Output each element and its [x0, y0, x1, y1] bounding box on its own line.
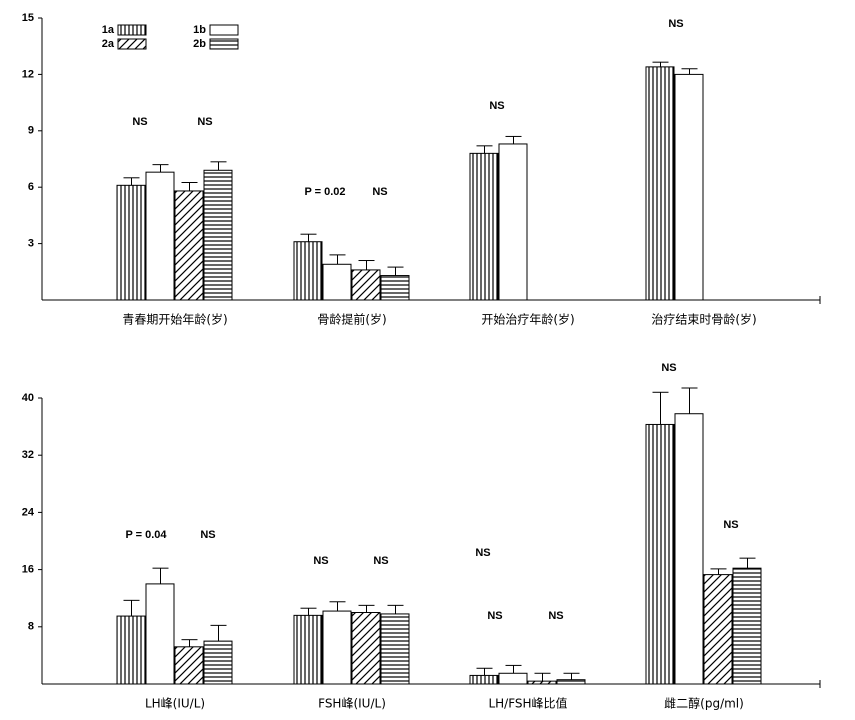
legend-label: 2b	[193, 38, 206, 50]
bar	[203, 169, 233, 301]
x-tick-label: FSH峰(IU/L)	[318, 697, 386, 711]
bar	[469, 674, 499, 685]
annotation: NS	[200, 529, 215, 541]
bar	[145, 171, 175, 301]
x-tick-label: 开始治疗年龄(岁)	[481, 312, 574, 327]
annotation: NS	[132, 116, 147, 128]
bar	[674, 73, 704, 301]
bar	[351, 612, 381, 685]
bar	[498, 672, 528, 685]
y-tick-label: 3	[28, 238, 34, 250]
y-tick-label: 40	[22, 392, 34, 404]
x-tick-label: 青春期开始年龄(岁)	[122, 312, 227, 327]
y-tick-label: 16	[22, 564, 34, 576]
bar	[203, 640, 233, 685]
bar	[145, 583, 175, 685]
bar	[351, 269, 381, 301]
bar	[527, 680, 557, 685]
annotation: NS	[723, 519, 738, 531]
bar	[380, 275, 410, 301]
bar	[645, 423, 675, 685]
bar	[293, 614, 323, 685]
annotation: NS	[487, 610, 502, 622]
annotation: NS	[489, 100, 504, 112]
y-tick-label: 6	[28, 181, 34, 193]
annotation: NS	[197, 116, 212, 128]
annotation: P = 0.04	[125, 529, 167, 541]
annotation: P = 0.02	[304, 186, 345, 198]
bar	[322, 263, 352, 301]
annotation: NS	[373, 555, 388, 567]
x-tick-label: 骨龄提前(岁)	[317, 312, 386, 327]
annotation: NS	[668, 18, 683, 30]
bar	[498, 143, 528, 301]
x-tick-label: LH峰(IU/L)	[145, 697, 205, 711]
legend-swatch	[117, 24, 147, 36]
bar	[556, 679, 586, 685]
annotation: NS	[661, 362, 676, 374]
bar	[732, 567, 762, 685]
annotation: NS	[548, 610, 563, 622]
annotation: NS	[372, 186, 387, 198]
bar	[174, 190, 204, 301]
bar	[645, 66, 675, 301]
legend-label: 1a	[102, 24, 115, 36]
annotation: NS	[475, 547, 490, 559]
bar	[674, 413, 704, 685]
legend-swatch	[209, 38, 239, 50]
y-tick-label: 8	[28, 621, 34, 633]
bar	[116, 184, 146, 301]
bar	[469, 152, 499, 301]
x-tick-label: 治疗结束时骨龄(岁)	[651, 312, 756, 327]
legend-label: 1b	[193, 24, 206, 36]
y-tick-label: 24	[22, 506, 35, 518]
legend-swatch	[117, 38, 147, 50]
y-tick-label: 9	[28, 125, 34, 137]
x-tick-label: LH/FSH峰比值	[488, 696, 567, 711]
x-tick-label: 雌二醇(pg/ml)	[664, 696, 744, 711]
bar	[703, 574, 733, 685]
bar	[293, 241, 323, 301]
y-tick-label: 15	[22, 12, 34, 24]
y-tick-label: 32	[22, 449, 34, 461]
annotation: NS	[313, 555, 328, 567]
bar	[174, 646, 204, 685]
bar	[116, 615, 146, 685]
legend-swatch	[209, 24, 239, 36]
bar	[322, 610, 352, 685]
bar	[380, 613, 410, 685]
y-tick-label: 12	[22, 68, 34, 80]
legend-label: 2a	[102, 38, 115, 50]
